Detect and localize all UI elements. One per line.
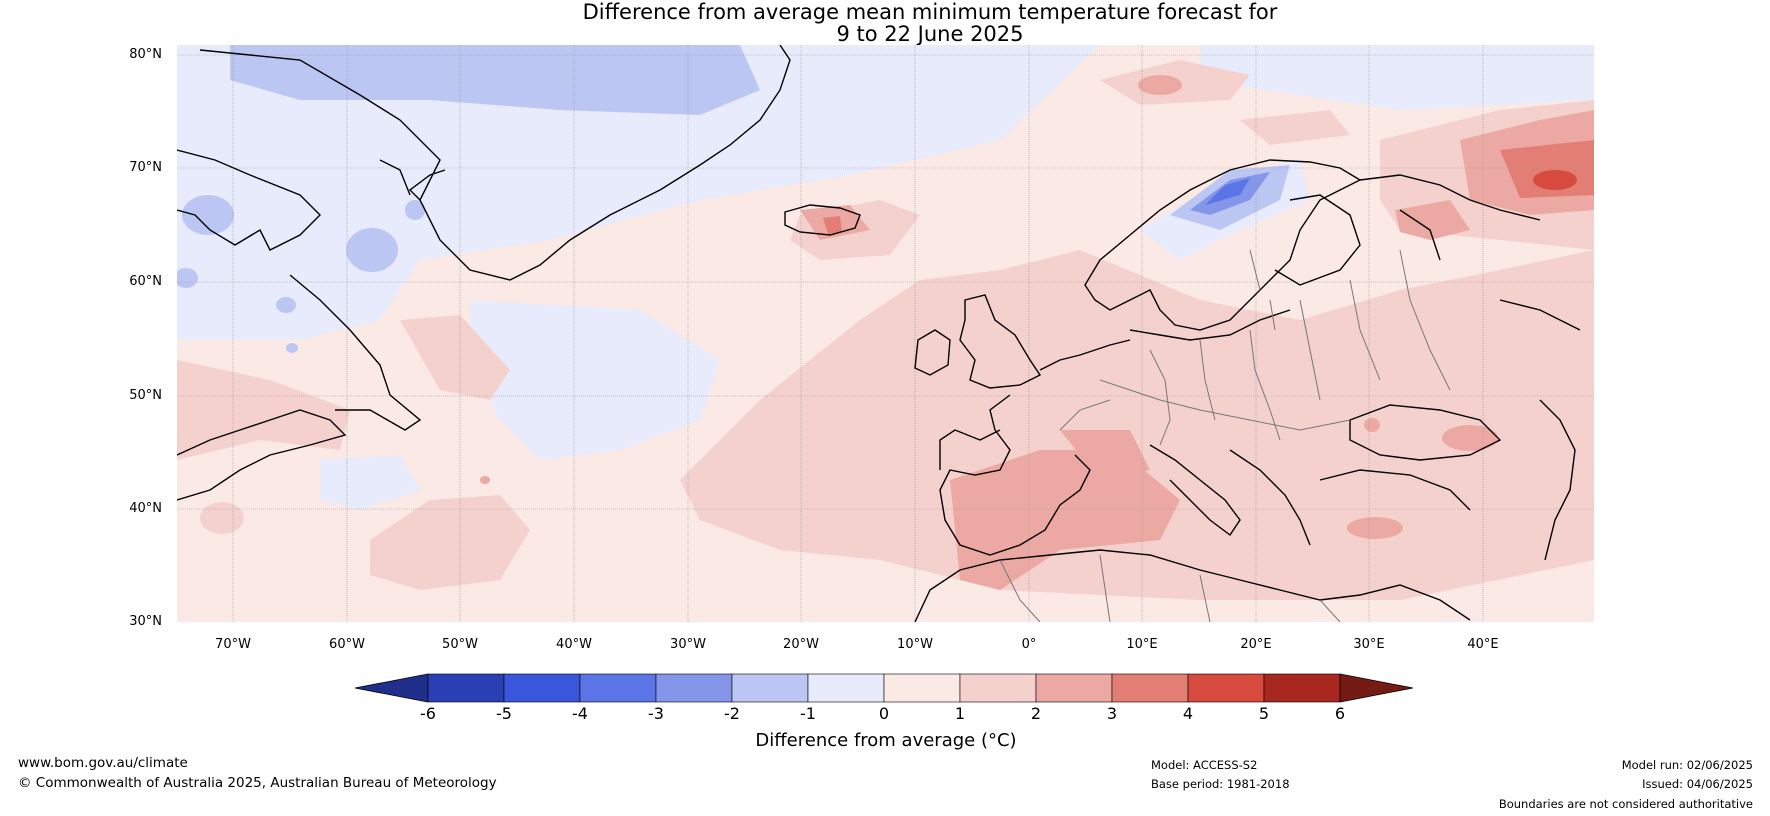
model-run-date: Model run: 02/06/2025 <box>1621 758 1753 772</box>
colorbar-tick-label: -5 <box>496 704 512 723</box>
map-title-line-1: Difference from average mean minimum tem… <box>582 0 1278 24</box>
colorbar-tick-label: 5 <box>1259 704 1269 723</box>
colorbar-bin <box>655 673 733 703</box>
lon-label: 0° <box>1021 637 1037 652</box>
lat-label: 30°N <box>129 614 162 629</box>
colorbar-tick-label: 4 <box>1183 704 1193 723</box>
colorbar-min-extend <box>354 673 429 703</box>
lon-label: 50°W <box>442 637 478 652</box>
colorbar-bin <box>503 673 581 703</box>
colorbar-tick-label: 2 <box>1031 704 1041 723</box>
colorbar-max-extend <box>1339 673 1414 703</box>
colorbar-label: Difference from average (°C) <box>755 730 1017 751</box>
colorbar-bin <box>731 673 809 703</box>
colorbar-tick-label: -3 <box>648 704 664 723</box>
lon-label: 20°E <box>1240 637 1272 652</box>
lon-label: 40°W <box>556 637 592 652</box>
colorbar-bin <box>1035 673 1113 703</box>
colorbar-tick-label: -6 <box>420 704 436 723</box>
colorbar-bin <box>883 673 961 703</box>
colorbar-tick-label: -4 <box>572 704 588 723</box>
colorbar-tick-label: 0 <box>879 704 889 723</box>
lat-label: 60°N <box>129 274 162 289</box>
anomaly-field <box>177 45 1594 622</box>
lat-label: 70°N <box>129 160 162 175</box>
colorbar-tick-label: 3 <box>1107 704 1117 723</box>
colorbar-tick-label: -1 <box>800 704 816 723</box>
lon-label: 10°E <box>1126 637 1158 652</box>
map-title-line-2: 9 to 22 June 2025 <box>836 22 1024 46</box>
boundary-disclaimer: Boundaries are not considered authoritat… <box>1498 797 1753 811</box>
colorbar-bin <box>959 673 1037 703</box>
colorbar-bin <box>1111 673 1189 703</box>
colorbar-bin <box>1187 673 1265 703</box>
lat-label: 40°N <box>129 501 162 516</box>
colorbar-bin <box>1263 673 1341 703</box>
lon-label: 30°W <box>670 637 706 652</box>
lon-label: 40°E <box>1467 637 1499 652</box>
colorbar: -6 -5 -4 -3 -2 -1 0 1 2 3 4 5 6 <box>354 673 1414 723</box>
colorbar-bin <box>579 673 657 703</box>
lon-label: 70°W <box>215 637 251 652</box>
issued-date: Issued: 04/06/2025 <box>1642 777 1753 791</box>
coastlines <box>177 45 1581 622</box>
colorbar-tick-label: 6 <box>1335 704 1345 723</box>
colorbar-bin <box>427 673 505 703</box>
lon-label: 30°E <box>1353 637 1385 652</box>
colorbar-tick-label: 1 <box>955 704 965 723</box>
colorbar-bin <box>807 673 885 703</box>
lon-label: 20°W <box>783 637 819 652</box>
lon-label: 60°W <box>329 637 365 652</box>
lon-label: 10°W <box>897 637 933 652</box>
country-borders <box>999 249 1451 622</box>
lat-label: 50°N <box>129 388 162 403</box>
graticule <box>177 45 1594 622</box>
source-url: www.bom.gov.au/climate <box>18 755 188 771</box>
lat-label: 80°N <box>129 47 162 62</box>
colorbar-tick-label: -2 <box>724 704 740 723</box>
copyright-text: © Commonwealth of Australia 2025, Austra… <box>18 775 497 791</box>
model-name: Model: ACCESS-S2 <box>1151 758 1258 772</box>
base-period: Base period: 1981-2018 <box>1151 777 1290 791</box>
